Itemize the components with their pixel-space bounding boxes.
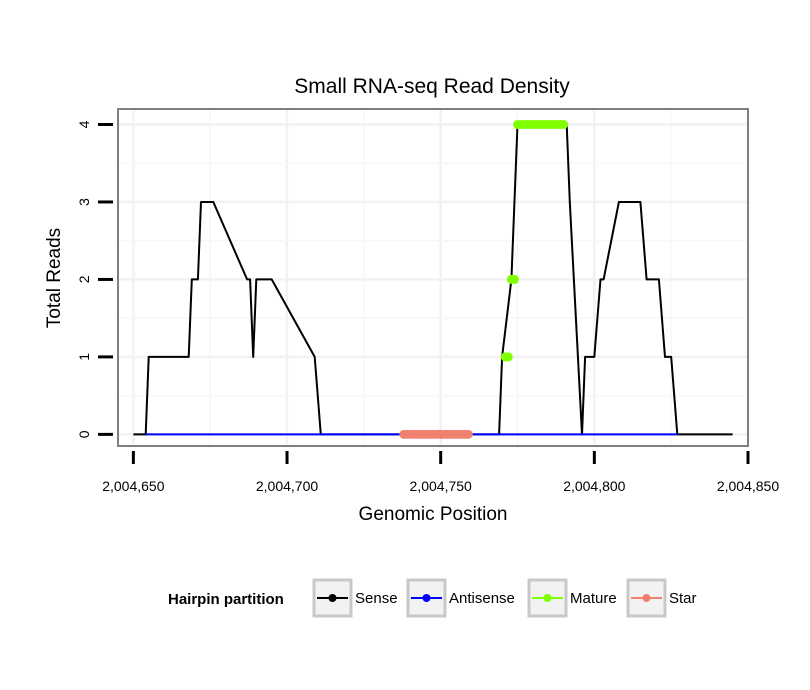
legend-item-sense: Sense (312, 578, 398, 618)
series-sense (133, 123, 733, 436)
x-tick-label-0: 2,004,650 (102, 478, 164, 494)
legend-label: Sense (355, 590, 398, 607)
legend: Hairpin partition Sense Antisense Mature St… (168, 578, 697, 618)
x-tick-label-3: 2,004,800 (563, 478, 625, 494)
series-line-sense (133, 123, 733, 436)
x-axis-title: Genomic Position (359, 504, 508, 525)
y-tick-label-0: 0 (76, 430, 92, 438)
series-star (399, 429, 473, 439)
y-tick-label-1: 1 (76, 353, 92, 361)
x-tick-label-2: 2,004,750 (410, 478, 472, 494)
legend-item-antisense: Antisense (406, 578, 515, 618)
series-mature (500, 119, 569, 362)
series-layer (133, 119, 733, 439)
y-axis: 0 1 2 3 4 (76, 120, 113, 438)
legend-key-point (543, 594, 552, 602)
legend-key-point (328, 594, 337, 602)
chart-title: Small RNA-seq Read Density (294, 75, 570, 98)
x-axis: 2,004,650 2,004,700 2,004,750 2,004,800 2,00… (102, 451, 779, 494)
legend-key-point (642, 594, 651, 602)
y-tick-label-2: 2 (76, 275, 92, 283)
legend-item-star: Star (626, 578, 697, 618)
legend-label: Mature (570, 590, 617, 607)
point-star (463, 429, 473, 439)
legend-items: Sense Antisense Mature Star (312, 578, 697, 618)
legend-title: Hairpin partition (168, 591, 284, 608)
x-tick-label-4: 2,004,850 (717, 478, 779, 494)
legend-label: Antisense (449, 590, 515, 607)
y-axis-title: Total Reads (44, 228, 65, 328)
plot-panel-border (117, 108, 749, 447)
legend-key-point (422, 594, 431, 602)
point-mature (503, 352, 513, 362)
point-mature (509, 274, 519, 284)
legend-item-mature: Mature (527, 578, 617, 618)
y-tick-label-3: 3 (76, 198, 92, 206)
y-tick-label-4: 4 (76, 120, 92, 128)
x-tick-label-1: 2,004,700 (256, 478, 318, 494)
grid (118, 109, 750, 446)
point-mature (559, 119, 569, 129)
legend-label: Star (669, 590, 697, 607)
